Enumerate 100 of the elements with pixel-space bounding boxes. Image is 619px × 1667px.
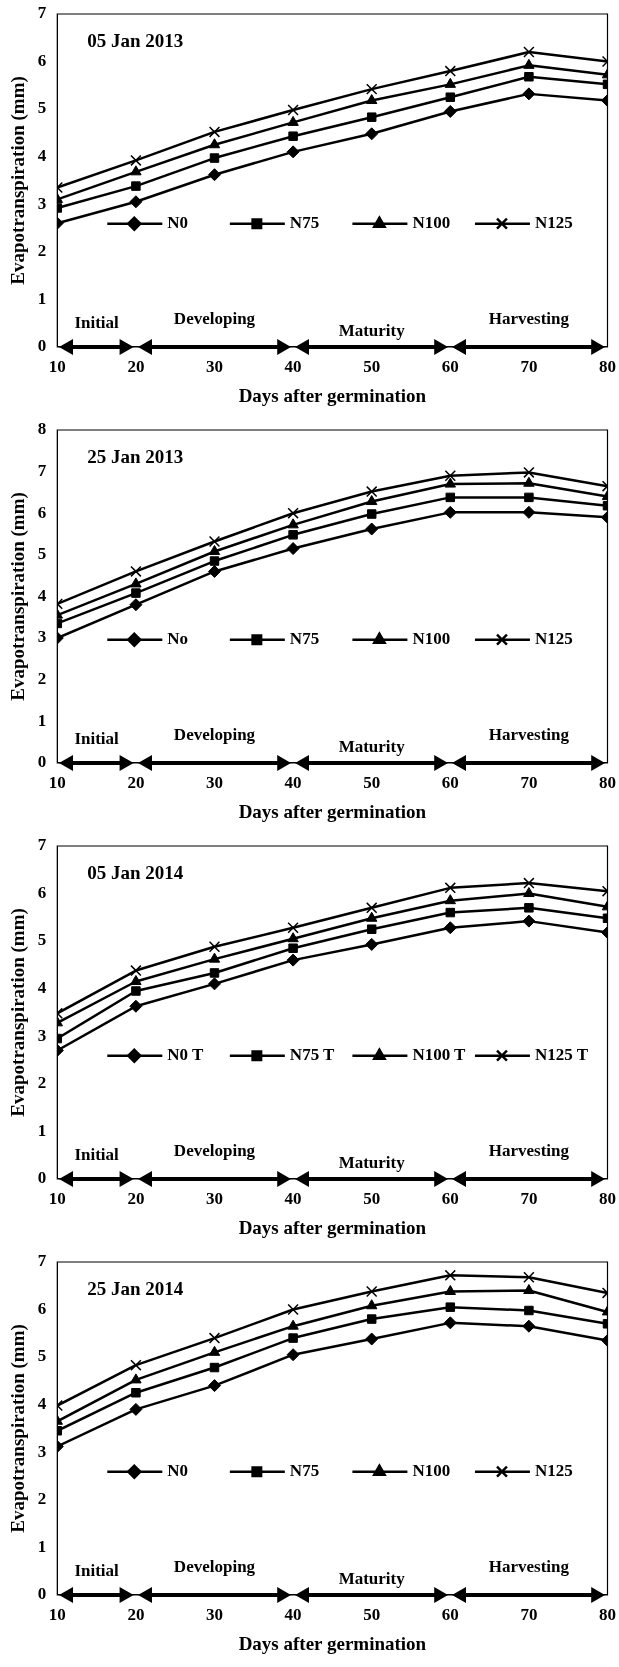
legend-label: No	[167, 629, 189, 649]
annotation: Initial	[73, 728, 120, 749]
y-tick-label: 3	[37, 193, 47, 213]
point	[130, 975, 142, 985]
x-tick-label: 40	[284, 773, 302, 793]
x-tick-label: 80	[599, 773, 616, 793]
annotation: Harvesting	[487, 724, 571, 745]
point	[366, 495, 378, 506]
point	[130, 165, 142, 176]
point	[444, 882, 456, 894]
legend-label: N75	[289, 629, 320, 649]
point	[523, 1284, 535, 1295]
y-tick-label: 1	[37, 1536, 47, 1556]
x-tick-label: 80	[599, 1189, 616, 1209]
y-tick-label: 6	[37, 1298, 47, 1318]
point	[366, 509, 377, 519]
point	[130, 1373, 142, 1384]
point	[129, 999, 143, 1013]
y-tick-label: 3	[37, 1025, 47, 1045]
annotation: Initial	[73, 312, 120, 333]
x-tick-label: 30	[206, 1189, 223, 1209]
point	[445, 492, 456, 503]
point	[130, 577, 142, 588]
x-tick-label: 30	[206, 1605, 223, 1625]
point	[365, 127, 379, 141]
x-tick-label: 10	[48, 1189, 66, 1209]
point	[129, 195, 143, 209]
y-tick-label: 2	[37, 241, 47, 261]
y-tick-label: 7	[37, 460, 47, 480]
x-tick-label: 20	[127, 1189, 145, 1209]
x-tick-label: 40	[284, 357, 302, 377]
y-tick-label: 7	[37, 3, 47, 23]
x-tick-label: 50	[363, 1605, 381, 1625]
point	[130, 154, 142, 167]
y-tick-label: 1	[37, 288, 47, 308]
y-axis-title: Evapotranspiration (mm)	[7, 908, 30, 1117]
y-tick-label: 3	[37, 627, 47, 647]
legend-label: N75 T	[289, 1045, 336, 1065]
point	[523, 877, 535, 889]
point	[209, 1362, 220, 1373]
legend-label: N75	[289, 1461, 320, 1481]
point	[287, 1303, 299, 1316]
text: 05 Jan 2013	[87, 29, 184, 51]
x-tick-label: 50	[363, 357, 381, 377]
point	[286, 145, 300, 159]
x-tick-label: 40	[284, 1189, 302, 1209]
annotation: Initial	[73, 1560, 120, 1581]
point	[208, 941, 221, 953]
point	[444, 894, 456, 905]
point	[288, 131, 298, 141]
x-tick-label: 50	[363, 1189, 381, 1209]
point	[444, 65, 456, 77]
point	[522, 1319, 536, 1333]
x-tick-label: 30	[206, 773, 223, 793]
y-tick-label: 5	[37, 544, 47, 564]
x-tick-label: 10	[48, 773, 66, 793]
point	[208, 1332, 221, 1344]
point	[287, 1319, 299, 1330]
annotation: Maturity	[337, 1152, 406, 1173]
point	[365, 522, 379, 536]
x-tick-label: 70	[520, 1189, 538, 1209]
x-axis-title: Days after germination	[238, 800, 427, 822]
x-tick-label: 10	[48, 1605, 66, 1625]
point	[288, 530, 298, 540]
point	[288, 1333, 298, 1343]
x-tick-label: 50	[363, 773, 381, 793]
point	[365, 937, 379, 951]
point	[523, 46, 535, 58]
y-tick-label: 6	[37, 50, 47, 70]
legend-label: N100	[412, 213, 451, 233]
y-tick-label: 7	[37, 835, 47, 855]
point	[287, 922, 299, 934]
x-tick-label: 30	[206, 357, 223, 377]
y-tick-label: 4	[37, 146, 47, 166]
point	[130, 565, 142, 578]
point	[444, 77, 456, 88]
y-tick-label: 3	[37, 1441, 47, 1461]
point	[131, 986, 141, 996]
point	[208, 138, 221, 149]
point	[131, 588, 141, 598]
point	[524, 1305, 534, 1316]
y-tick-label: 2	[37, 1489, 47, 1509]
point	[365, 1332, 379, 1346]
x-tick-label: 20	[127, 773, 145, 793]
point	[209, 968, 220, 978]
point	[523, 466, 535, 479]
x-tick-label: 80	[599, 357, 616, 377]
annotation: Developing	[172, 1140, 257, 1161]
point	[523, 476, 535, 487]
point	[286, 953, 300, 967]
point	[445, 907, 456, 918]
point	[523, 1271, 535, 1283]
x-tick-label: 60	[441, 1605, 459, 1625]
legend-label: N100	[412, 629, 451, 649]
point	[131, 1388, 141, 1398]
point	[444, 477, 456, 488]
point	[129, 598, 143, 612]
point	[130, 1359, 142, 1371]
point	[443, 104, 457, 118]
y-tick-label: 1	[37, 1120, 47, 1140]
